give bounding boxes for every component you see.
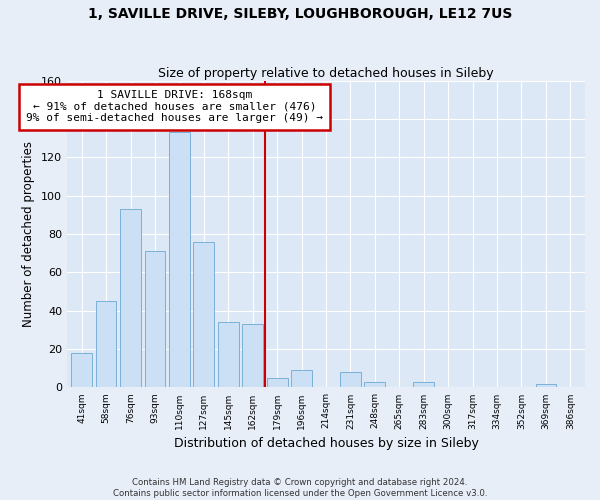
- Bar: [218, 322, 239, 388]
- Bar: [536, 384, 556, 388]
- Bar: [413, 382, 434, 388]
- Title: Size of property relative to detached houses in Sileby: Size of property relative to detached ho…: [158, 66, 494, 80]
- Y-axis label: Number of detached properties: Number of detached properties: [22, 141, 35, 327]
- Bar: [340, 372, 361, 388]
- Bar: [364, 382, 385, 388]
- Bar: [267, 378, 287, 388]
- X-axis label: Distribution of detached houses by size in Sileby: Distribution of detached houses by size …: [173, 437, 478, 450]
- Bar: [169, 132, 190, 388]
- Text: 1 SAVILLE DRIVE: 168sqm
← 91% of detached houses are smaller (476)
9% of semi-de: 1 SAVILLE DRIVE: 168sqm ← 91% of detache…: [26, 90, 323, 124]
- Bar: [71, 353, 92, 388]
- Bar: [291, 370, 312, 388]
- Bar: [145, 252, 166, 388]
- Bar: [193, 242, 214, 388]
- Text: 1, SAVILLE DRIVE, SILEBY, LOUGHBOROUGH, LE12 7US: 1, SAVILLE DRIVE, SILEBY, LOUGHBOROUGH, …: [88, 8, 512, 22]
- Bar: [120, 209, 141, 388]
- Bar: [242, 324, 263, 388]
- Text: Contains HM Land Registry data © Crown copyright and database right 2024.
Contai: Contains HM Land Registry data © Crown c…: [113, 478, 487, 498]
- Bar: [96, 301, 116, 388]
